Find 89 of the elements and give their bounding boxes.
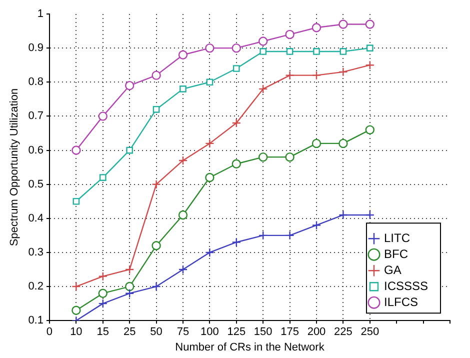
- point: [232, 118, 241, 128]
- point: [285, 70, 294, 80]
- point: [312, 70, 322, 80]
- point: [260, 48, 267, 55]
- x-tick-label: 225: [334, 326, 352, 338]
- point: [365, 125, 374, 134]
- point: [124, 264, 134, 274]
- point: [152, 180, 161, 189]
- point: [98, 288, 108, 298]
- point: [124, 288, 134, 298]
- x-tick-label: 10: [70, 326, 82, 338]
- point: [205, 172, 214, 182]
- point: [126, 146, 134, 154]
- point: [99, 174, 106, 181]
- point: [338, 138, 348, 148]
- point: [365, 60, 374, 70]
- point: [205, 248, 214, 258]
- legend-label: ILFCS: [384, 294, 418, 309]
- point: [232, 159, 241, 168]
- point: [205, 43, 214, 53]
- y-axis-title: Spectrum Opportunity Utilization: [8, 88, 21, 246]
- point: [152, 282, 161, 292]
- y-tick-label: 0.4: [28, 212, 44, 224]
- point: [178, 210, 188, 220]
- y-tick-label: 0.8: [28, 76, 44, 88]
- point: [232, 65, 240, 72]
- point: [338, 20, 348, 29]
- point: [152, 241, 161, 250]
- point: [338, 210, 348, 220]
- point: [286, 48, 294, 55]
- point: [366, 44, 374, 52]
- point: [312, 23, 322, 32]
- y-tick-label: 0.3: [28, 246, 44, 258]
- point: [365, 210, 374, 220]
- x-tick-label: 175: [280, 326, 299, 338]
- point: [178, 156, 188, 166]
- x-tick-label: 250: [360, 326, 380, 338]
- point: [178, 50, 188, 60]
- point: [258, 36, 268, 46]
- x-tick-label: 50: [150, 326, 162, 338]
- point: [72, 306, 81, 315]
- point: [180, 86, 186, 92]
- point: [98, 112, 108, 121]
- point: [98, 272, 108, 281]
- point: [313, 48, 320, 55]
- y-tick-label: 1: [37, 8, 44, 20]
- x-tick-label: 125: [227, 326, 246, 338]
- point: [338, 67, 348, 77]
- x-tick-label: 0: [46, 326, 53, 338]
- y-tick-label: 0.7: [28, 110, 44, 122]
- point: [124, 80, 134, 90]
- point: [285, 152, 294, 162]
- point: [98, 298, 108, 308]
- y-tick-label: 0.5: [28, 178, 44, 190]
- point: [258, 84, 268, 94]
- y-tick-label: 0.6: [28, 144, 44, 156]
- point: [206, 78, 214, 86]
- x-tick-label: 200: [307, 326, 326, 338]
- point: [258, 152, 268, 162]
- point: [72, 146, 81, 155]
- point: [72, 282, 81, 292]
- y-tick-label: 0.2: [28, 280, 44, 293]
- point: [178, 264, 188, 274]
- point: [285, 230, 294, 240]
- point: [124, 282, 134, 292]
- point: [232, 238, 241, 247]
- x-tick-label: 25: [123, 326, 136, 338]
- x-tick-label: 75: [176, 326, 190, 338]
- x-tick-label: 15: [96, 326, 110, 338]
- point: [152, 106, 160, 113]
- point: [72, 198, 80, 205]
- x-tick-label: 100: [200, 326, 219, 338]
- x-tick-label: 150: [254, 326, 272, 338]
- point: [365, 20, 374, 29]
- point: [152, 70, 161, 80]
- point: [340, 48, 347, 55]
- point: [232, 43, 241, 53]
- legend-label: GA: [384, 262, 402, 277]
- y-tick-label: 0.9: [28, 42, 44, 54]
- legend-label: LITC: [384, 230, 410, 245]
- point: [258, 230, 268, 240]
- point: [205, 138, 214, 148]
- legend-label: BFC: [384, 246, 408, 261]
- y-tick-label: 0.1: [28, 314, 44, 327]
- legend-label: ICSSSS: [384, 278, 428, 293]
- x-axis-title: Number of CRs in the Network: [175, 341, 325, 354]
- point: [312, 138, 322, 148]
- point: [312, 220, 322, 230]
- point: [285, 30, 294, 40]
